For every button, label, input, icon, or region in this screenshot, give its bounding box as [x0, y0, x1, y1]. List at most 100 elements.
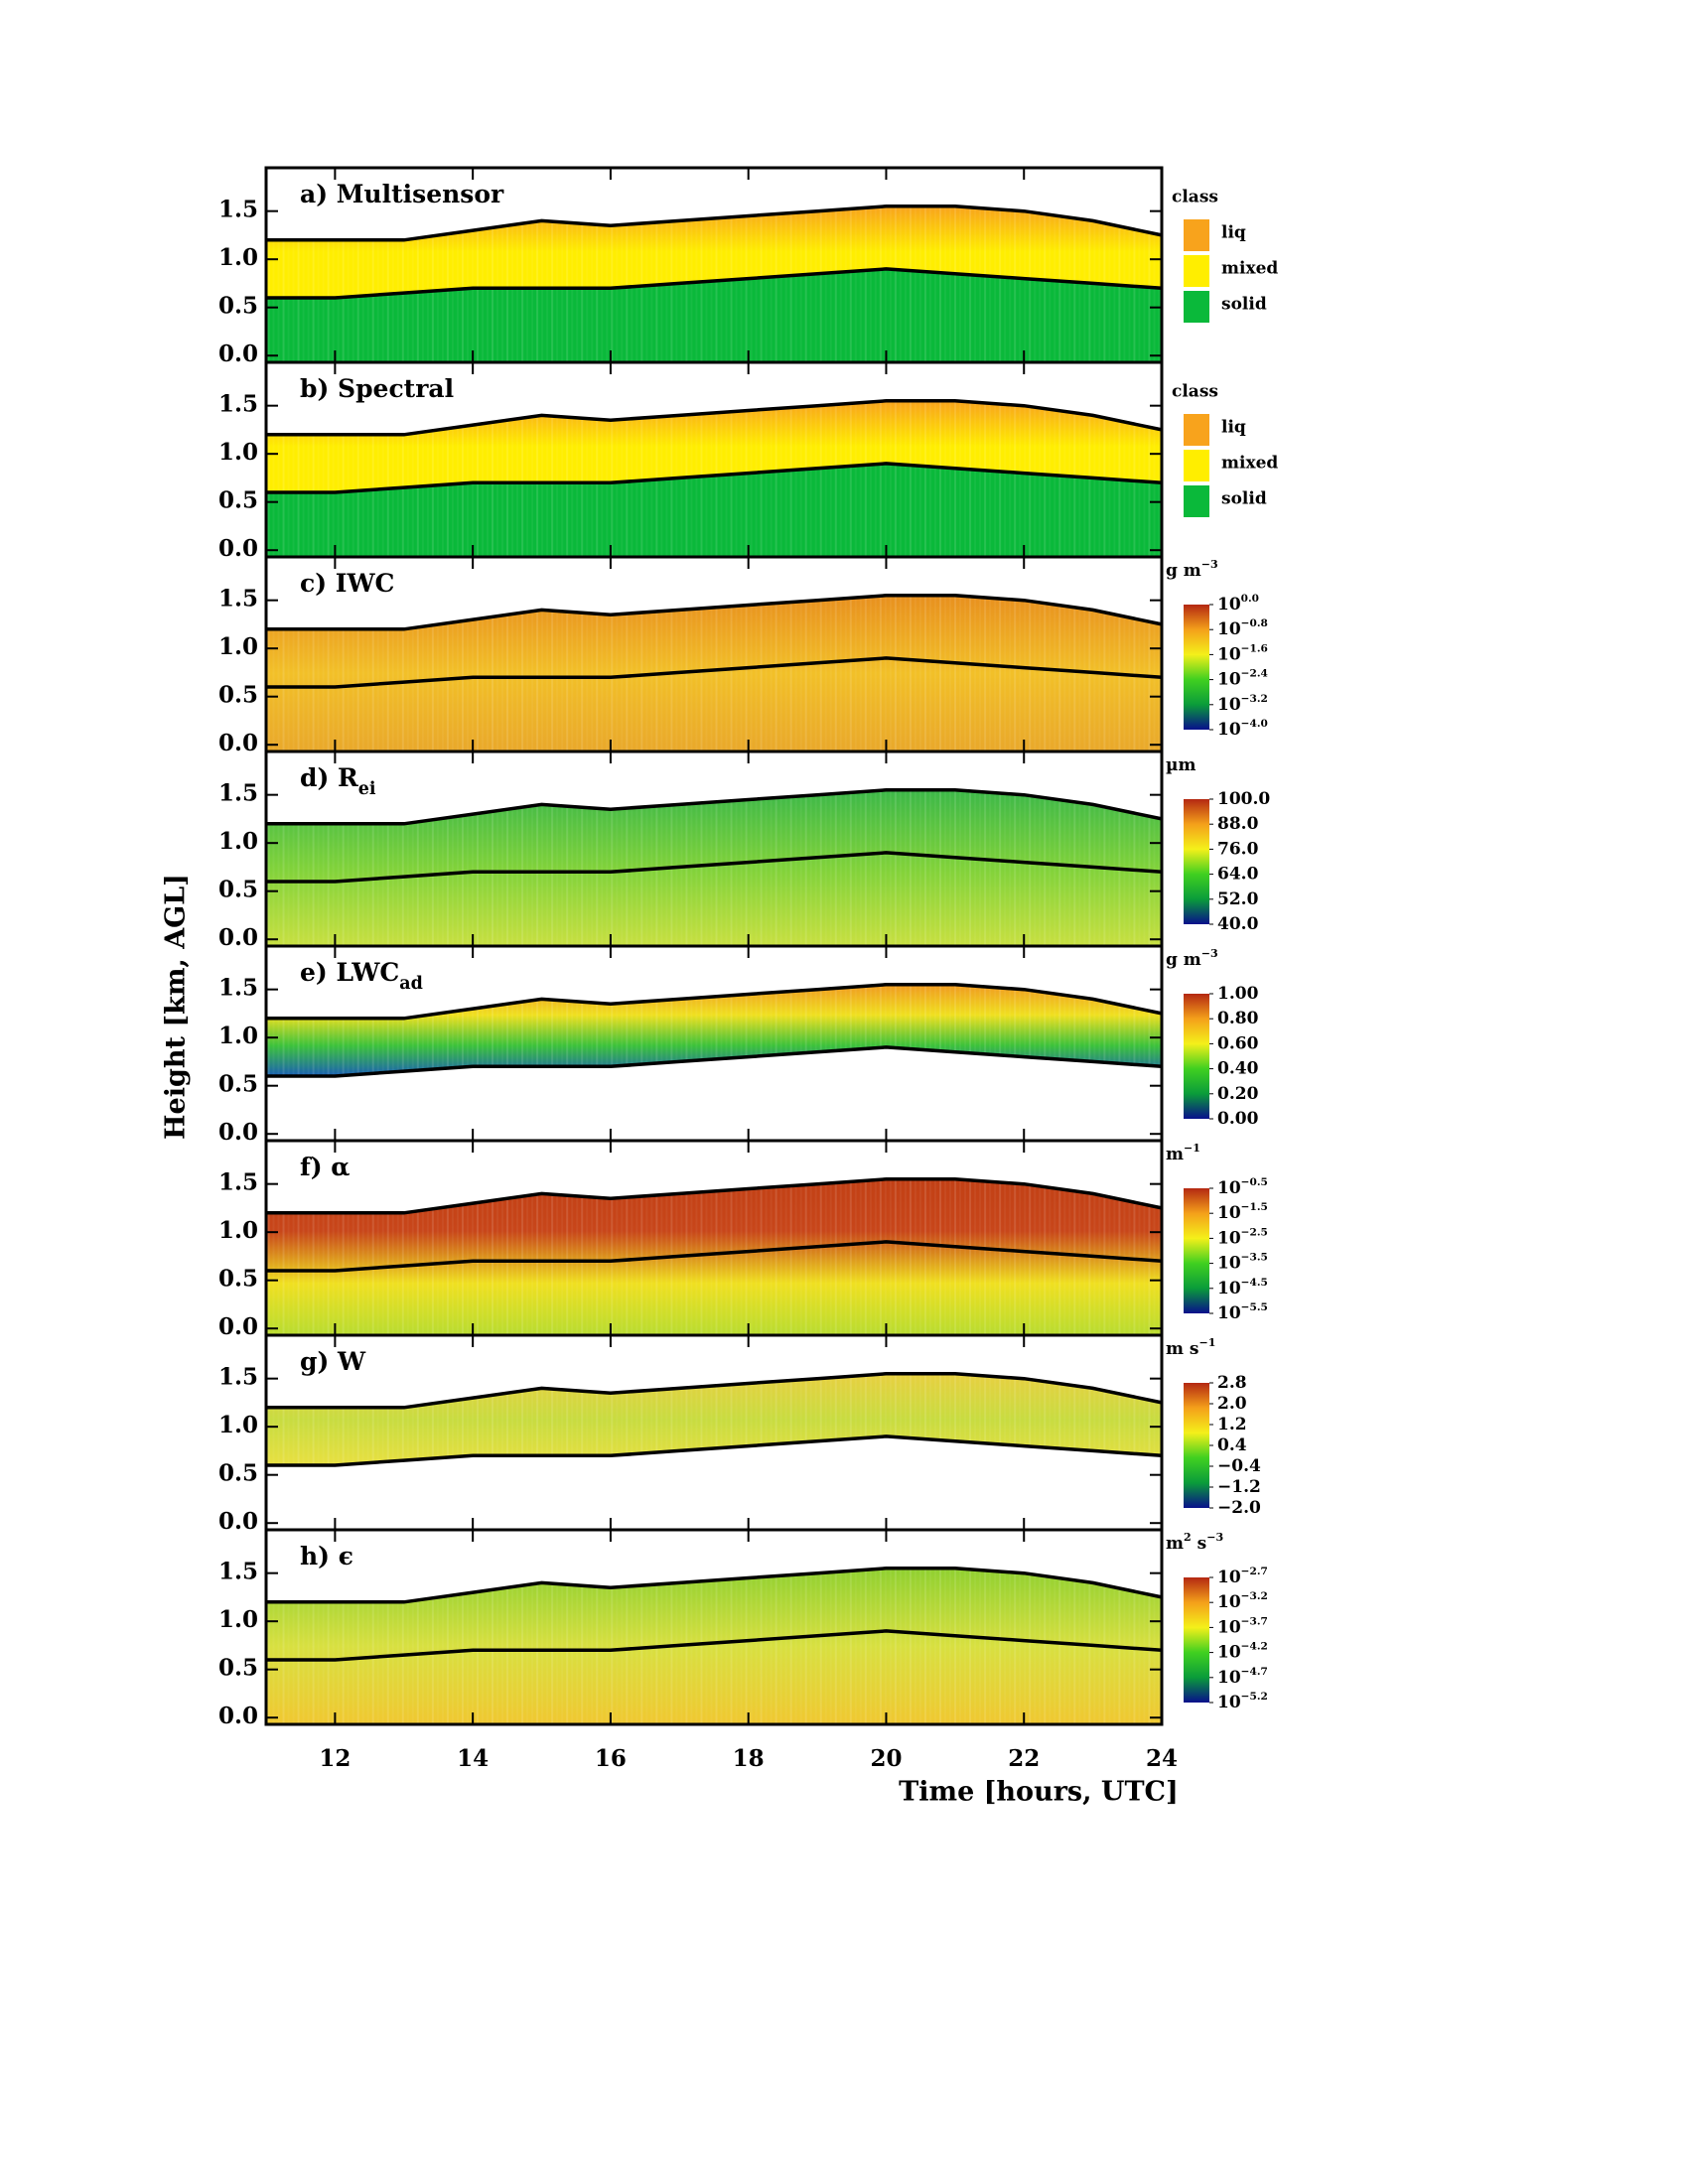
panel: 0.0 0.5 1.0 1.5 d) Rei µm 100.0 88.0 76.0 64.0 52.…	[218, 750, 1270, 951]
colorbar-label: 0.60	[1217, 1033, 1259, 1053]
colorbar-label-sup: −5.2	[1241, 1691, 1268, 1703]
y-tick-label: 0.5	[218, 293, 258, 320]
y-tick-label: 1.0	[218, 1217, 258, 1244]
legend-swatch	[1184, 450, 1209, 481]
y-tick-label: 0.5	[218, 682, 258, 709]
field	[266, 1178, 1162, 1335]
colorbar-label: 1.00	[1217, 984, 1259, 1004]
legend-label: liq	[1221, 223, 1246, 243]
colorbar-label-sup: −3.2	[1241, 1590, 1268, 1602]
colorbar-label: 10−1.6	[1217, 642, 1268, 664]
colorbar-label-sup: −0.8	[1241, 617, 1268, 629]
colorbar-label-sup: −2.5	[1241, 1226, 1268, 1238]
colorbar	[1184, 605, 1209, 730]
unit-sup: −3	[1206, 1531, 1223, 1544]
y-tick-label: 0.0	[218, 535, 258, 562]
y-tick-label: 1.5	[218, 1559, 258, 1585]
colorbar-label-sup: −4.7	[1241, 1666, 1268, 1678]
panel-title-sub: ei	[358, 779, 376, 799]
y-tick-label: 0.5	[218, 1266, 258, 1293]
colorbar-label-main: 2.8	[1217, 1373, 1247, 1393]
cloud-boundary	[266, 851, 1163, 884]
colorbar-label: 10−3.7	[1217, 1615, 1268, 1637]
y-tick-label: 0.0	[218, 1508, 258, 1535]
y-tick-label: 1.0	[218, 828, 258, 855]
cloud-boundary	[266, 1629, 1163, 1662]
colorbar-label: 2.8	[1217, 1373, 1247, 1393]
clear-sky	[266, 557, 1162, 629]
colorbar-label-main: 1.2	[1217, 1415, 1247, 1434]
panel: 0.00.51.01.5h) ϵ m2 s−310−2.710−3.210−3.7…	[218, 1528, 1268, 1729]
y-tick-label: 1.5	[218, 1169, 258, 1196]
colorbar-label: 0.20	[1217, 1083, 1259, 1103]
colorbar-label-main: 10	[1217, 720, 1241, 740]
cloud-boundary	[266, 594, 1163, 631]
panel-title: h) ϵ	[300, 1542, 353, 1570]
unit-text: s	[1192, 1534, 1207, 1554]
colorbar-unit: µm	[1166, 755, 1196, 775]
colorbar-label-sup: −1.5	[1241, 1201, 1268, 1213]
unit-sup: −3	[1201, 558, 1218, 571]
legend-label: liq	[1221, 418, 1246, 438]
x-tick-label: 12	[319, 1745, 351, 1772]
cloud-boundary	[266, 1240, 1163, 1273]
colorbar-label: 100.0	[1217, 593, 1259, 614]
cloud-boundary	[266, 1567, 1163, 1604]
colorbar-label-sup: −3.2	[1241, 693, 1268, 705]
colorbar-label: 76.0	[1217, 839, 1259, 859]
colorbar-label-main: −1.2	[1217, 1477, 1261, 1497]
legend-swatch	[1184, 219, 1209, 251]
unit-sup: −1	[1184, 1142, 1200, 1155]
x-tick-label: 22	[1008, 1745, 1040, 1772]
y-tick-label: 0.0	[218, 1703, 258, 1729]
y-tick-label: 1.5	[218, 391, 258, 418]
cloud-boundary	[266, 788, 1163, 826]
colorbar-label: 10−2.7	[1217, 1566, 1268, 1587]
colorbar-label: 88.0	[1217, 814, 1259, 834]
colorbar-label-main: 10	[1217, 619, 1241, 639]
colorbar	[1184, 1188, 1209, 1313]
panel-title-main: b) Spectral	[300, 374, 454, 403]
colorbar-label-main: 0.00	[1217, 1109, 1259, 1129]
panel-title: f) α	[300, 1153, 351, 1181]
y-tick-label: 1.0	[218, 439, 258, 466]
panel-title-main: h) ϵ	[300, 1542, 353, 1570]
unit-text: g m	[1166, 950, 1201, 970]
colorbar-label-main: 40.0	[1217, 914, 1259, 934]
colorbar-label-sup: −3.7	[1241, 1615, 1268, 1627]
y-tick-label: 1.5	[218, 586, 258, 613]
colorbar-label-sup: −3.5	[1241, 1252, 1268, 1264]
colorbar-label-main: 10	[1217, 1303, 1241, 1323]
colorbar-label-main: 10	[1217, 1278, 1241, 1297]
y-tick-label: 0.0	[218, 730, 258, 756]
colorbar-label-main: 10	[1217, 1693, 1241, 1712]
y-tick-label: 0.0	[218, 924, 258, 951]
panel-title: e) LWCad	[300, 958, 423, 994]
colorbar-label-main: 10	[1217, 1667, 1241, 1687]
colorbar-label: −0.4	[1217, 1456, 1261, 1476]
colorbar-label-main: 0.40	[1217, 1058, 1259, 1078]
unit-text: m	[1166, 1534, 1184, 1554]
panel-title: g) W	[300, 1347, 366, 1376]
legend-label: solid	[1221, 489, 1267, 509]
colorbar-label-main: 10	[1217, 1568, 1241, 1587]
colorbar	[1184, 994, 1209, 1119]
cloud-boundary	[266, 1177, 1163, 1215]
colorbar-unit: g m−3	[1166, 947, 1218, 970]
colorbar	[1184, 1577, 1209, 1703]
y-tick-label: 1.5	[218, 197, 258, 223]
field	[266, 789, 1162, 946]
colorbar-label-main: 52.0	[1217, 888, 1259, 908]
x-tick-label: 18	[733, 1745, 765, 1772]
unit-sup: 2	[1184, 1531, 1192, 1544]
colorbar-label-main: 10	[1217, 669, 1241, 689]
panel: 0.00.51.01.5f) α m−110−0.510−1.510−2.510−…	[218, 1139, 1268, 1340]
clear-sky	[266, 946, 1162, 1019]
colorbar-label-main: 10	[1217, 1592, 1241, 1612]
colorbar-label: 2.0	[1217, 1394, 1247, 1414]
colorbar-label-main: 10	[1217, 1178, 1241, 1198]
colorbar-label-sup: 0.0	[1241, 593, 1259, 605]
legend-swatch	[1184, 255, 1209, 287]
colorbar-label-main: 10	[1217, 1642, 1241, 1662]
colorbar-label-main: 64.0	[1217, 864, 1259, 884]
